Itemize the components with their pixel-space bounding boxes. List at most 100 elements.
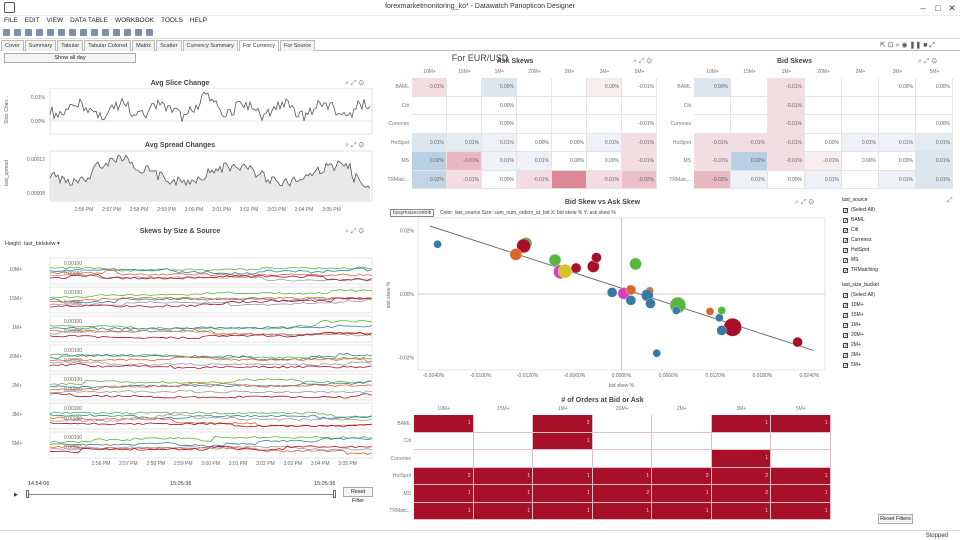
heatmap-cell[interactable]: 1 — [473, 485, 533, 503]
save-icon[interactable] — [25, 29, 32, 36]
checkbox-icon[interactable]: ✓ — [843, 268, 849, 274]
scatter-point[interactable] — [672, 306, 681, 315]
grid-cell[interactable] — [731, 78, 768, 97]
grid-cell[interactable]: 0.01% — [916, 152, 953, 171]
checkbox-icon[interactable]: ✓ — [843, 228, 849, 234]
copy-icon[interactable] — [58, 29, 65, 36]
checkbox-icon[interactable]: ✓ — [843, 323, 849, 329]
grid-cell[interactable] — [447, 78, 482, 97]
undo-icon[interactable] — [80, 29, 87, 36]
menu-edit[interactable]: EDIT — [24, 17, 40, 24]
heatmap-cell[interactable]: 1 — [533, 467, 593, 485]
heatmap-cell[interactable]: 2 — [414, 467, 474, 485]
menu-file[interactable]: FILE — [4, 17, 18, 24]
heatmap-cell[interactable] — [711, 432, 771, 450]
grid-cell[interactable]: 0.01% — [879, 170, 916, 189]
heatmap-cell[interactable]: 1 — [592, 467, 652, 485]
panel-tools-icon[interactable]: ⌕ ⤢ ⚙ — [345, 228, 365, 235]
filter-item[interactable]: ✓ 2M+ — [843, 341, 861, 349]
grid-cell[interactable]: -0.02% — [622, 170, 657, 189]
heatmap-cell[interactable]: 1 — [652, 485, 712, 503]
checkbox-icon[interactable]: ✓ — [843, 238, 849, 244]
reset-filters-button[interactable]: Reset Filters — [878, 514, 913, 524]
filter-item[interactable]: ✓ MS — [843, 256, 859, 264]
grid-cell[interactable] — [694, 96, 731, 115]
grid-cell[interactable]: 0.01% — [447, 133, 482, 152]
heatmap-cell[interactable]: 2 — [711, 467, 771, 485]
heatmap-cell[interactable]: 1 — [533, 502, 593, 520]
tab-for-currency[interactable]: For Currency — [238, 40, 279, 51]
grid-cell[interactable] — [412, 96, 447, 115]
expand-icon[interactable]: ⤢ — [947, 197, 953, 204]
scatter-point[interactable] — [723, 318, 742, 337]
heatmap-cell[interactable]: 2 — [711, 485, 771, 503]
grid-cell[interactable] — [842, 170, 879, 189]
grid-cell[interactable] — [552, 96, 587, 115]
panel-tools-icon[interactable]: ⌕ ⤢ ⚙ — [633, 58, 653, 65]
grid-cell[interactable]: 0.01% — [482, 133, 517, 152]
grid-cell[interactable]: 0.00% — [768, 170, 805, 189]
grid-cell[interactable]: 0.00% — [587, 78, 622, 97]
tab-for-source[interactable]: For Source — [279, 40, 316, 51]
checkbox-icon[interactable]: ✓ — [843, 353, 849, 359]
slider-start-handle[interactable] — [26, 490, 29, 498]
grid-cell[interactable] — [552, 115, 587, 134]
scatter-point[interactable] — [548, 253, 562, 267]
grid-cell[interactable] — [517, 115, 552, 134]
grid-cell[interactable] — [805, 78, 842, 97]
grid-cell[interactable] — [842, 78, 879, 97]
scatter-point[interactable] — [591, 252, 602, 263]
filter-item[interactable]: ✓ Currenex — [843, 236, 872, 244]
scatter-point[interactable] — [715, 313, 724, 322]
grid-cell[interactable]: -0.01% — [447, 152, 482, 171]
checkbox-icon[interactable]: ✓ — [843, 248, 849, 254]
grid-cell[interactable]: 0.00% — [552, 152, 587, 171]
heatmap-cell[interactable] — [473, 450, 533, 468]
grid-cell[interactable] — [842, 115, 879, 134]
tab-currency-summary[interactable]: Currency Summary — [182, 40, 238, 51]
heatmap-cell[interactable]: 1 — [414, 415, 474, 433]
filter-item[interactable]: ✓ 15M+ — [843, 311, 864, 319]
grid-cell[interactable]: 0.00% — [916, 115, 953, 134]
grid-cell[interactable] — [552, 78, 587, 97]
grid-cell[interactable] — [517, 78, 552, 97]
play-icon[interactable]: ▶ — [14, 492, 18, 498]
heatmap-cell[interactable] — [592, 450, 652, 468]
print-icon[interactable] — [113, 29, 120, 36]
grid-cell[interactable]: -0.01% — [622, 78, 657, 97]
grid-cell[interactable] — [447, 96, 482, 115]
scatter-point[interactable] — [570, 262, 582, 274]
checkbox-icon[interactable]: ✓ — [843, 343, 849, 349]
tab-summary[interactable]: Summary — [24, 40, 57, 51]
grid-cell[interactable]: 0.00% — [694, 78, 731, 97]
grid-cell[interactable] — [731, 96, 768, 115]
heatmap-cell[interactable]: 1 — [711, 415, 771, 433]
slider-end-handle[interactable] — [333, 490, 336, 498]
scatter-point[interactable] — [509, 248, 522, 261]
grid-cell[interactable]: -0.01% — [694, 152, 731, 171]
grid-cell[interactable]: -0.01% — [768, 78, 805, 97]
heatmap-cell[interactable] — [652, 450, 712, 468]
heatmap-cell[interactable] — [771, 450, 831, 468]
scatter-point[interactable] — [717, 306, 726, 315]
menu-data-table[interactable]: DATA TABLE — [70, 17, 108, 24]
heatmap-cell[interactable]: 1 — [711, 450, 771, 468]
grid-cell[interactable]: 0.00% — [916, 78, 953, 97]
grid-cell[interactable]: -0.01% — [768, 133, 805, 152]
checkbox-icon[interactable]: ✓ — [843, 303, 849, 309]
scatter-point[interactable] — [645, 298, 656, 309]
scatter-point[interactable] — [625, 284, 637, 296]
grid-cell[interactable]: 0.02% — [412, 152, 447, 171]
heatmap-cell[interactable] — [652, 415, 712, 433]
grid-cell[interactable]: -0.01% — [768, 115, 805, 134]
grid-cell[interactable] — [622, 96, 657, 115]
checkbox-icon[interactable]: ✓ — [843, 218, 849, 224]
heatmap-cell[interactable] — [652, 432, 712, 450]
layout-icon[interactable] — [124, 29, 131, 36]
grid-cell[interactable]: -0.01% — [768, 152, 805, 171]
grid-cell[interactable] — [916, 96, 953, 115]
show-all-day-button[interactable]: Show all day — [4, 53, 136, 63]
grid-cell[interactable]: -0.01% — [412, 78, 447, 97]
scatter-point[interactable] — [652, 349, 661, 358]
filter-item[interactable]: ✓ 20M+ — [843, 331, 864, 339]
